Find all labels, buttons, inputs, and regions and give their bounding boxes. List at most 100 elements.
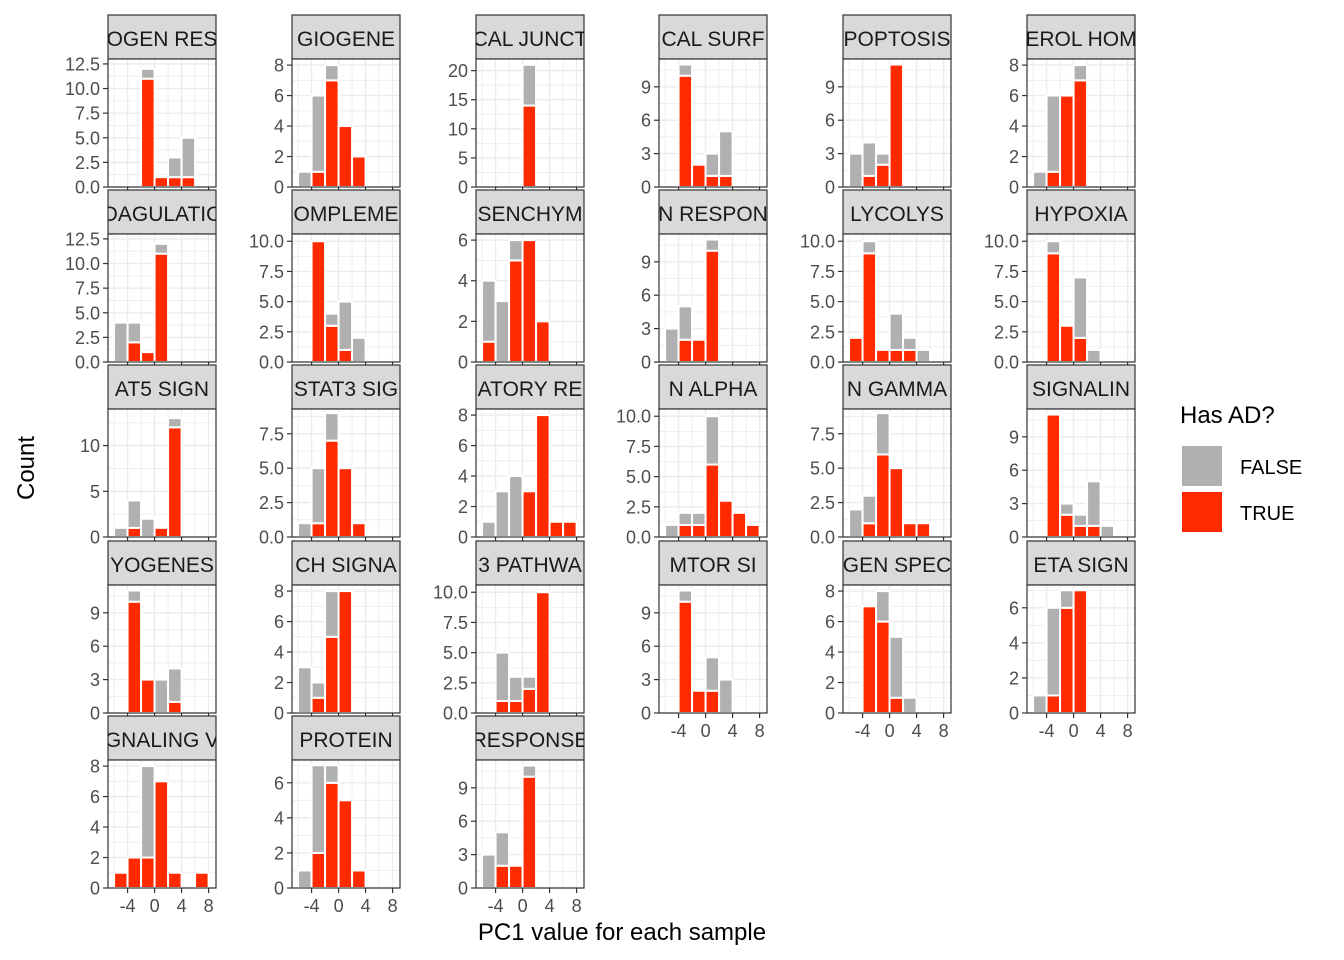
y-tick-label: 3 (641, 144, 651, 164)
x-tick-label: 0 (150, 896, 160, 916)
facet-strip (475, 14, 585, 60)
facet-strip-label: POPTOSIS (844, 28, 951, 51)
bar-false (140, 517, 156, 539)
bar-true (1045, 413, 1062, 538)
y-tick-label: 9 (641, 77, 651, 97)
facet-strip (475, 540, 585, 586)
facet-panel: POPTOSIS 0 3 6 9 (825, 14, 952, 198)
bar-true (521, 239, 538, 364)
y-tick-label: 8 (1009, 56, 1019, 76)
bar-false (351, 336, 367, 364)
bar-false (888, 635, 905, 699)
y-tick-label: 6 (274, 773, 284, 793)
y-axis: 0 5 10 (80, 436, 108, 548)
bars (297, 64, 367, 189)
bar-false (915, 348, 932, 364)
y-tick-label: 0 (274, 879, 284, 899)
y-tick-label: 0 (90, 704, 100, 724)
facet-panel: OMPLEME 0.0 2.5 5.0 7.5 10.0 (249, 189, 401, 373)
y-tick-label: 2.5 (75, 328, 100, 348)
bars (677, 589, 734, 715)
x-tick-label: -4 (304, 896, 320, 916)
y-tick-label: 10.0 (984, 232, 1019, 252)
y-axis: 0.0 2.5 5.0 7.5 10.0 (800, 232, 843, 373)
facet-panel: OGEN RES 0.0 2.5 5.0 7.5 10.0 12.5 (65, 14, 217, 198)
facet-strip-label: LYCOLYS (850, 203, 944, 226)
y-axis: 0.0 2.5 5.0 7.5 10.0 (616, 407, 659, 548)
y-tick-label: 2.5 (443, 673, 468, 693)
bar-true (324, 439, 340, 538)
bar-false (664, 327, 680, 364)
bar-false (875, 412, 891, 456)
y-tick-label: 8 (90, 757, 100, 777)
x-tick-label: 8 (388, 896, 398, 916)
facet-strip (658, 14, 768, 60)
facet-strip (842, 14, 952, 60)
y-tick-label: 4 (274, 808, 284, 828)
y-tick-label: 0.0 (259, 528, 284, 548)
bar-true (1072, 336, 1089, 364)
facet-strip-label: CAL SURF (661, 28, 764, 51)
facet-strip-label: CH SIGNA (295, 554, 397, 577)
bar-true (310, 696, 327, 714)
panel-border (475, 408, 585, 538)
y-tick-label: 4 (458, 271, 468, 291)
bar-true (140, 856, 156, 889)
y-tick-label: 0.0 (810, 353, 835, 373)
bar-true (875, 163, 891, 189)
y-tick-label: 6 (458, 231, 468, 251)
y-tick-label: 12.5 (65, 54, 100, 74)
bar-true (324, 635, 340, 714)
y-axis: 0 2 4 6 8 (274, 582, 292, 724)
bar-false (481, 853, 497, 890)
bar-true (861, 522, 878, 539)
bar-true (691, 163, 707, 189)
bar-false (888, 312, 905, 351)
facet-panel: YOGENES 0 3 6 9 (90, 540, 217, 724)
facet-strip (658, 364, 768, 410)
bar-true (875, 620, 891, 714)
y-axis: 0.0 2.5 5.0 7.5 (810, 424, 843, 548)
legend-title: Has AD? (1180, 402, 1275, 429)
bar-true (1072, 79, 1089, 188)
facet-strip (475, 364, 585, 410)
bar-false (324, 312, 340, 327)
bar-false (875, 152, 891, 166)
bar-true (535, 320, 551, 364)
x-tick-label: 0 (1069, 721, 1079, 741)
bar-true (113, 871, 129, 889)
facet-strip-label: N RESPON (658, 203, 768, 226)
bar-false (1032, 170, 1048, 188)
bar-false (704, 656, 721, 692)
y-tick-label: 2 (90, 848, 100, 868)
bar-false (902, 696, 918, 714)
y-tick-label: 7.5 (810, 424, 835, 444)
facet-panel: 3 PATHWA 0.0 2.5 5.0 7.5 10.0 (433, 540, 585, 724)
panel-border (107, 584, 217, 714)
facet-strip-label: ETA SIGN (1033, 554, 1128, 577)
y-tick-label: 2.5 (259, 322, 284, 342)
bar-true (180, 176, 197, 188)
y-tick-label: 0 (641, 178, 651, 198)
bar-false (861, 141, 878, 177)
y-tick-label: 3 (641, 670, 651, 690)
facet-panel: LYCOLYS 0.0 2.5 5.0 7.5 10.0 (800, 189, 952, 373)
x-axis: -4 0 4 8 (304, 888, 398, 916)
y-tick-label: 5.0 (626, 467, 651, 487)
panel-border (475, 759, 585, 889)
facet-strip-label: 3 PATHWA (478, 554, 581, 577)
y-tick-label: 6 (1009, 461, 1019, 481)
y-tick-label: 5.0 (443, 643, 468, 663)
bar-true (351, 869, 367, 890)
y-tick-label: 9 (1009, 427, 1019, 447)
bars (664, 238, 721, 364)
bar-true (562, 520, 578, 538)
x-axis: -4 0 4 8 (671, 713, 765, 741)
bar-false (297, 666, 313, 714)
y-tick-label: 0 (641, 353, 651, 373)
bar-true (704, 689, 721, 715)
legend-label-false: FALSE (1240, 457, 1302, 479)
